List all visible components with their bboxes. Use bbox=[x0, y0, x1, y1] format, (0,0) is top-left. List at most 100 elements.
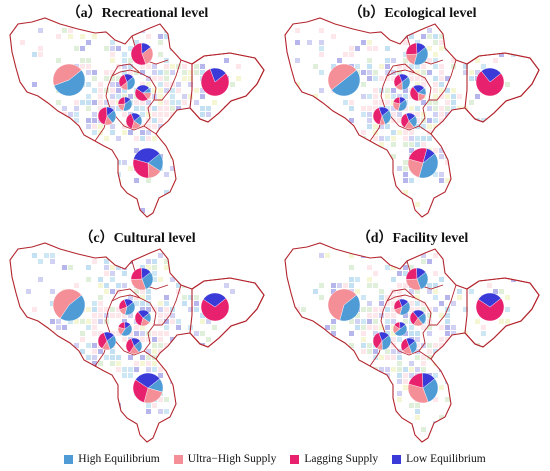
grid-cell bbox=[397, 166, 402, 171]
grid-cell bbox=[421, 100, 426, 105]
grid-cell bbox=[391, 154, 396, 159]
grid-cell bbox=[481, 325, 486, 330]
grid-cell bbox=[457, 403, 462, 408]
grid-cell bbox=[152, 271, 157, 276]
grid-cell bbox=[427, 100, 432, 105]
grid-cell bbox=[367, 124, 372, 129]
grid-cell bbox=[134, 367, 139, 372]
grid-cell bbox=[176, 319, 181, 324]
grid-cell bbox=[403, 52, 408, 57]
grid-cell bbox=[110, 166, 115, 171]
grid-cell bbox=[128, 313, 133, 318]
grid-cell bbox=[32, 82, 37, 87]
pie-slice bbox=[331, 69, 361, 97]
grid-cell bbox=[122, 58, 127, 63]
grid-cell bbox=[188, 379, 193, 384]
grid-cell bbox=[463, 208, 468, 213]
grid-cell bbox=[439, 40, 444, 45]
grid-cell bbox=[182, 403, 187, 408]
grid-cell bbox=[409, 301, 414, 306]
grid-cell bbox=[68, 367, 73, 372]
grid-cell bbox=[224, 259, 229, 264]
swatch-ultra-high-supply bbox=[173, 454, 183, 464]
grid-cell bbox=[445, 295, 450, 300]
grid-cell bbox=[457, 40, 462, 45]
grid-cell bbox=[164, 76, 169, 81]
grid-cell bbox=[116, 313, 121, 318]
grid-cell bbox=[80, 46, 85, 51]
grid-cell bbox=[331, 433, 336, 438]
grid-cell bbox=[86, 355, 91, 360]
grid-cell bbox=[463, 46, 468, 51]
grid-cell bbox=[349, 118, 354, 123]
grid-cell bbox=[68, 265, 73, 270]
grid-cell bbox=[164, 355, 169, 360]
choropleth-map bbox=[284, 242, 540, 443]
grid-cell bbox=[385, 307, 390, 312]
grid-cell bbox=[86, 265, 91, 270]
grid-cell bbox=[164, 319, 169, 324]
grid-cell bbox=[475, 70, 480, 75]
grid-cell bbox=[295, 196, 300, 201]
grid-cell bbox=[469, 349, 474, 354]
grid-cell bbox=[164, 325, 169, 330]
region-boundary bbox=[9, 17, 265, 218]
grid-cell bbox=[403, 379, 408, 384]
grid-cell bbox=[457, 94, 462, 99]
grid-cell bbox=[355, 64, 360, 69]
grid-cell bbox=[385, 349, 390, 354]
grid-cell bbox=[457, 295, 462, 300]
grid-cell bbox=[62, 106, 67, 111]
grid-cell bbox=[152, 70, 157, 75]
grid-cell bbox=[86, 208, 91, 213]
grid-cell bbox=[415, 106, 420, 111]
grid-cell bbox=[188, 397, 193, 402]
grid-cell bbox=[188, 361, 193, 366]
grid-cell bbox=[170, 148, 175, 153]
grid-cell bbox=[493, 208, 498, 213]
grid-cell bbox=[158, 301, 163, 306]
grid-cell bbox=[62, 154, 67, 159]
grid-cell bbox=[337, 58, 342, 63]
grid-cell bbox=[164, 343, 169, 348]
grid-cell bbox=[361, 148, 366, 153]
grid-cell bbox=[146, 295, 151, 300]
grid-cell bbox=[355, 46, 360, 51]
grid-cell bbox=[433, 58, 438, 63]
pie-center-3-chart bbox=[97, 106, 117, 126]
grid-cell bbox=[32, 190, 37, 195]
grid-cell bbox=[128, 355, 133, 360]
grid-cell bbox=[343, 100, 348, 105]
grid-cell bbox=[98, 307, 103, 312]
grid-cell bbox=[80, 349, 85, 354]
grid-cell bbox=[511, 265, 516, 270]
grid-cell bbox=[319, 28, 324, 33]
grid-cell bbox=[463, 160, 468, 165]
grid-cell bbox=[164, 64, 169, 69]
grid-cell bbox=[439, 313, 444, 318]
region-boundary bbox=[9, 242, 265, 443]
grid-cell bbox=[373, 307, 378, 312]
grid-cell bbox=[194, 307, 199, 312]
grid-cell bbox=[230, 46, 235, 51]
grid-cell bbox=[433, 106, 438, 111]
district-boundary bbox=[380, 294, 432, 356]
grid-cell bbox=[427, 313, 432, 318]
grid-cell bbox=[110, 106, 115, 111]
grid-cell bbox=[499, 112, 504, 117]
panel-title: （c）Cultural level bbox=[79, 231, 196, 246]
grid-cell bbox=[158, 343, 163, 348]
grid-cell bbox=[373, 106, 378, 111]
grid-cell bbox=[505, 178, 510, 183]
grid-cell bbox=[295, 58, 300, 63]
grid-cell bbox=[230, 421, 235, 426]
grid-cell bbox=[182, 337, 187, 342]
region-boundary bbox=[284, 242, 540, 443]
grid-cell bbox=[433, 64, 438, 69]
grid-cell bbox=[427, 34, 432, 39]
pie-slice bbox=[398, 298, 409, 308]
grid-cell bbox=[337, 283, 342, 288]
grid-cell bbox=[499, 160, 504, 165]
grid-cell bbox=[164, 190, 169, 195]
grid-cell bbox=[122, 130, 127, 135]
